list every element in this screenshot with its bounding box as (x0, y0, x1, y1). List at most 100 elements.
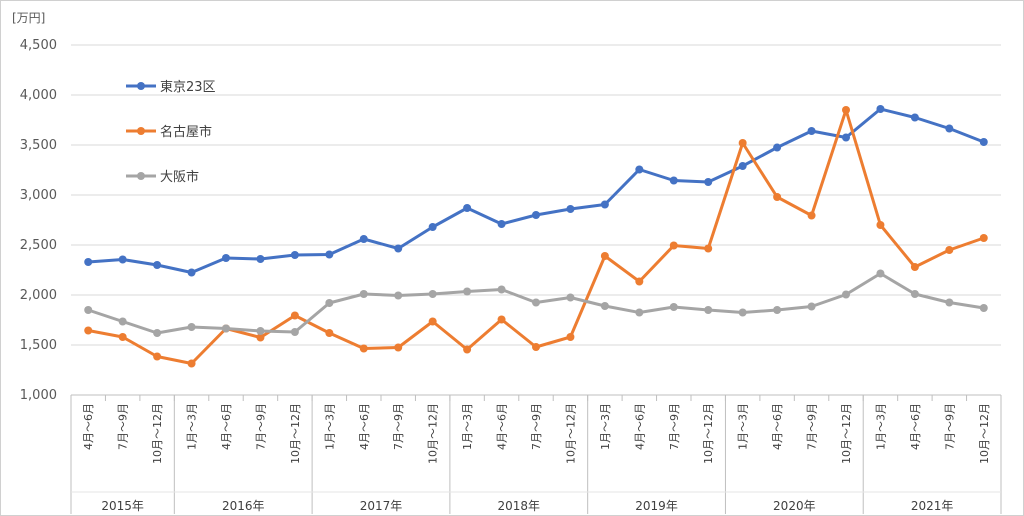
data-point (256, 255, 265, 263)
data-point (532, 211, 540, 219)
year-label: 2019年 (635, 499, 678, 513)
data-point (325, 329, 334, 337)
data-point (807, 211, 816, 220)
data-point (325, 250, 334, 259)
x-axis: 4月～6月 7月～9月 10月～12月 1月～3月 4月～6月 7月～9月 10月～12月 1… (70, 394, 1002, 514)
data-point (394, 291, 403, 300)
data-point (669, 176, 678, 185)
x-tick-label: 1月～3月 (186, 403, 199, 450)
y-tick-label: 2,000 (20, 288, 57, 303)
x-tick-label: 4月～6月 (220, 403, 233, 450)
x-tick-label: 1月～3月 (737, 403, 750, 450)
data-point (635, 277, 644, 286)
data-point (566, 293, 575, 302)
x-tick-label: 7月～9月 (668, 403, 681, 450)
series-line (87, 108, 985, 365)
data-point (256, 333, 265, 342)
data-point (222, 324, 230, 333)
data-point (738, 308, 747, 317)
data-point (945, 246, 954, 254)
data-point (153, 261, 162, 269)
legend-label: 名古屋市 (160, 124, 212, 140)
x-tick-label: 10月～12月 (427, 403, 440, 464)
x-tick-label: 10月～12月 (978, 403, 991, 464)
data-point (325, 299, 334, 307)
year-label: 2015年 (101, 499, 144, 513)
y-tick-label: 3,500 (20, 138, 57, 153)
legend-label: 大阪市 (160, 169, 199, 185)
data-point (84, 326, 93, 335)
data-point (979, 138, 988, 146)
data-point (945, 124, 954, 133)
data-point (600, 200, 609, 209)
data-point (738, 139, 747, 147)
y-axis-unit-label: [万円] (12, 11, 45, 25)
data-point (842, 106, 850, 114)
data-point (359, 290, 368, 298)
data-point (842, 133, 850, 142)
y-tick-label: 3,000 (20, 188, 57, 203)
data-point (945, 298, 954, 307)
data-point (497, 315, 506, 324)
legend-swatch-marker (137, 82, 145, 90)
series-名古屋市 (84, 106, 988, 368)
x-tick-label: 4月～6月 (771, 403, 784, 450)
data-point (118, 333, 127, 341)
data-point (463, 204, 472, 212)
data-point (773, 143, 782, 152)
data-point (153, 352, 162, 361)
x-tick-label: 1月～3月 (874, 403, 887, 450)
y-tick-label: 2,500 (20, 238, 57, 253)
x-tick-label: 4月～6月 (82, 403, 95, 450)
legend-swatch-marker (137, 127, 145, 135)
x-tick-label: 4月～6月 (909, 403, 922, 450)
data-point (669, 241, 678, 250)
data-point (704, 178, 713, 186)
data-point (773, 193, 782, 201)
data-point (600, 302, 609, 310)
x-tick-label: 10月～12月 (564, 403, 577, 464)
data-point (394, 244, 403, 253)
x-tick-label: 1月～3月 (599, 403, 612, 450)
year-label: 2020年 (773, 499, 816, 513)
data-point (669, 303, 678, 311)
data-point (566, 333, 575, 341)
data-point (153, 329, 162, 337)
x-tick-label: 4月～6月 (633, 403, 646, 450)
data-point (187, 268, 196, 277)
data-point (807, 127, 816, 135)
data-point (428, 317, 437, 326)
data-point (394, 343, 403, 352)
year-label: 2016年 (222, 499, 265, 513)
series-line (88, 107, 985, 274)
data-point (910, 290, 919, 298)
data-point (497, 285, 506, 294)
x-tick-label: 7月～9月 (806, 403, 819, 450)
data-point (256, 327, 265, 335)
data-point (842, 290, 850, 299)
x-tick-label: 1月～3月 (323, 403, 336, 450)
x-tick-label: 7月～9月 (117, 403, 130, 450)
data-point (84, 258, 93, 266)
data-point (428, 290, 437, 298)
x-tick-label: 10月～12月 (151, 403, 164, 464)
data-point (463, 345, 472, 354)
y-tick-label: 4,500 (20, 38, 57, 53)
data-point (979, 304, 988, 312)
data-point (532, 298, 540, 307)
x-tick-label: 7月～9月 (943, 403, 956, 450)
data-point (635, 165, 644, 174)
data-point (290, 311, 299, 320)
data-point (738, 162, 747, 170)
data-point (84, 306, 93, 314)
legend-entry: 大阪市 (126, 169, 199, 185)
data-point (463, 287, 472, 296)
series-東京23区 (84, 105, 988, 277)
data-point (876, 221, 885, 229)
legend-label: 東京23区 (160, 79, 216, 95)
data-point (187, 323, 196, 331)
year-label: 2018年 (498, 499, 541, 513)
data-point (290, 328, 299, 336)
series-lines (84, 105, 988, 368)
